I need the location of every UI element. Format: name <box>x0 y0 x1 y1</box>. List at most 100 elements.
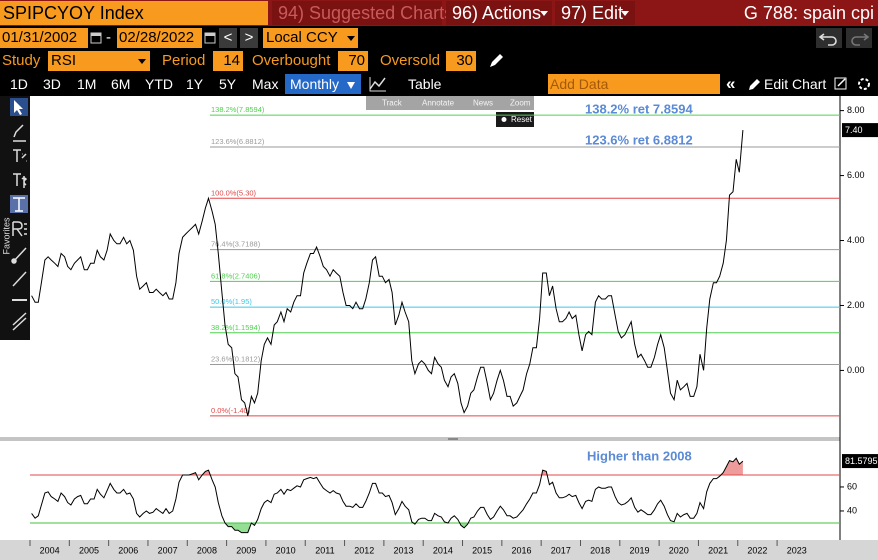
icon-shape <box>837 78 846 87</box>
calendar-icon[interactable] <box>204 31 216 44</box>
ray-tool[interactable] <box>12 271 27 287</box>
track-tool[interactable]: Track <box>382 99 403 108</box>
actions-menu[interactable]: 96) Actions <box>446 1 552 25</box>
icon-shape <box>834 77 847 90</box>
range-button[interactable]: 1Y <box>186 76 204 92</box>
frequency-select[interactable]: Monthly <box>285 74 361 94</box>
x-tick-label: 2015 <box>472 545 492 555</box>
last-value-badge <box>842 454 878 469</box>
end-date-input[interactable]: 02/28/2022 <box>117 28 202 48</box>
pencil-icon[interactable] <box>488 53 504 69</box>
x-tick-label: 2006 <box>118 545 138 555</box>
x-tick-label: 2020 <box>669 545 689 555</box>
drawing-tools <box>10 98 28 331</box>
window-title: G 788: spain cpi <box>743 3 874 23</box>
fib-level-label: 138.2%(7.8594) <box>211 105 265 114</box>
dollar-tool[interactable] <box>13 173 28 188</box>
next-button[interactable]: > <box>240 28 258 48</box>
dropdown-arrow <box>347 36 355 41</box>
reset-label[interactable]: Reset <box>511 115 533 124</box>
study-label: Study <box>2 52 41 69</box>
add-data-input[interactable]: Add Data <box>548 74 720 94</box>
chart-options-icons[interactable] <box>834 76 876 92</box>
reset-button[interactable] <box>496 112 534 127</box>
edit-chart-button[interactable]: Edit Chart <box>764 76 827 92</box>
reset-icon <box>501 117 507 122</box>
fib-level-label: 100.0%(5.30) <box>211 188 257 197</box>
news-tool[interactable]: News <box>473 99 493 108</box>
currency-label: Local CCY <box>266 29 338 46</box>
range-button[interactable]: 1M <box>77 76 97 92</box>
suggested-charts-button[interactable]: 94) Suggested Charts <box>272 1 453 25</box>
y-tick-label: 8.00 <box>847 105 865 115</box>
frequency-label: Monthly <box>290 76 340 92</box>
range-button[interactable]: 6M <box>111 76 131 92</box>
x-tick-label: 2004 <box>40 545 60 555</box>
x-tick-label: 2017 <box>551 545 571 555</box>
edit-label: 97) Edit <box>561 3 624 23</box>
range-button[interactable]: YTD <box>145 76 173 92</box>
currency-select[interactable]: Local CCY <box>263 28 358 48</box>
channel-tool[interactable] <box>12 312 27 331</box>
range-button[interactable]: 3D <box>43 76 61 92</box>
undo-redo[interactable] <box>816 28 876 48</box>
fib-level-label: 23.6%(0.1812) <box>211 355 261 364</box>
overbought-input[interactable]: 70 <box>338 51 368 71</box>
range-button[interactable]: 1D <box>10 76 28 92</box>
icon-shape <box>369 77 386 92</box>
start-date-input[interactable]: 01/31/2002 <box>0 28 88 48</box>
calendar-icon[interactable] <box>90 31 102 44</box>
series-line <box>31 457 744 534</box>
line-tool-end <box>11 258 17 264</box>
annotate-tool[interactable]: Annotate <box>422 99 455 108</box>
panel-divider[interactable] <box>0 437 840 441</box>
x-tick-label: 2008 <box>197 545 217 555</box>
dropdown-arrow <box>347 82 355 89</box>
x-tick-label: 2022 <box>747 545 767 555</box>
x-tick-label: 2016 <box>511 545 531 555</box>
redo-icon <box>851 33 870 46</box>
undo-icon <box>818 33 837 46</box>
oversold-input[interactable]: 30 <box>446 51 476 71</box>
zoom-tool[interactable]: Zoom <box>510 99 531 108</box>
collapse-button[interactable]: « <box>726 74 736 93</box>
dropdown-arrow <box>540 11 548 16</box>
x-tick-label: 2010 <box>276 545 296 555</box>
y-tick-label: 2.00 <box>847 300 865 310</box>
edit-menu[interactable]: 97) Edit <box>555 1 635 25</box>
percent-tool[interactable] <box>13 149 27 162</box>
previous-button[interactable]: < <box>219 28 237 48</box>
last-value-label: 7.40 <box>845 125 863 135</box>
x-tick-label: 2013 <box>394 545 414 555</box>
y-tick-label: 6.00 <box>847 170 865 180</box>
x-tick-label: 2011 <box>315 545 334 555</box>
overbought-label: Overbought <box>252 52 331 69</box>
draw-tool[interactable] <box>13 124 24 138</box>
favorites-label[interactable]: Favorites <box>1 217 11 255</box>
fib-level-label: 123.6%(6.8812) <box>211 137 265 146</box>
y-tick-label: 40 <box>847 505 857 515</box>
last-value-label: 81.5795 <box>845 456 878 466</box>
rectangle-tool[interactable] <box>12 221 27 237</box>
cursor-tool[interactable] <box>14 100 23 115</box>
range-button[interactable]: Max <box>252 76 279 92</box>
period-input[interactable]: 14 <box>213 51 243 71</box>
dropdown-arrow <box>621 11 629 16</box>
x-tick-label: 2021 <box>708 545 728 555</box>
text-tool[interactable] <box>13 197 25 212</box>
divider-handle <box>448 438 458 440</box>
actions-label: 96) Actions <box>452 3 542 23</box>
icon-shape <box>205 33 215 36</box>
table-button[interactable]: Table <box>408 76 442 92</box>
series-line <box>31 130 744 417</box>
study-select[interactable]: RSI <box>48 51 150 71</box>
chart-type-icon[interactable] <box>369 76 387 92</box>
x-tick-label: 2007 <box>158 545 178 555</box>
oversold-label: Oversold <box>380 52 441 69</box>
ticker-input[interactable]: SPIPCYOY Index <box>0 1 268 25</box>
range-button[interactable]: 5Y <box>219 76 237 92</box>
study-value: RSI <box>51 52 77 69</box>
